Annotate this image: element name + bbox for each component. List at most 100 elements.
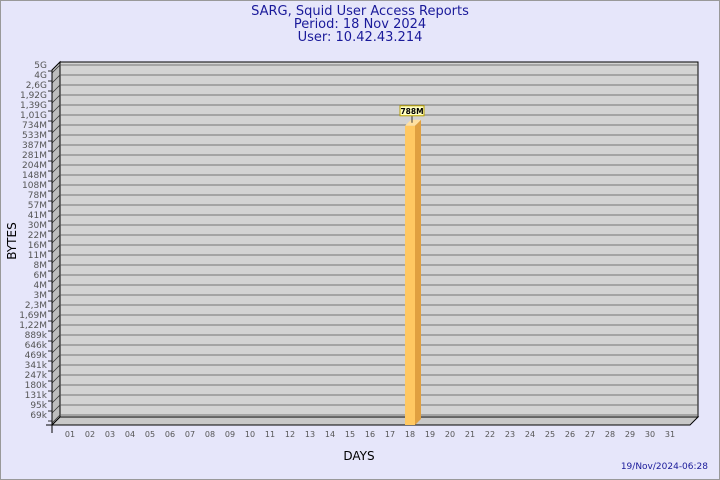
gridline-side — [51, 404, 61, 414]
x-tick-label: 05 — [145, 430, 155, 439]
y-tick-label: 4G — [34, 71, 47, 81]
x-tick-label: 28 — [605, 430, 615, 439]
gridline-side — [51, 254, 61, 264]
x-tick-label: 22 — [485, 430, 495, 439]
chart-period: Period: 18 Nov 2024 — [294, 17, 426, 32]
gridline-side — [51, 84, 61, 94]
x-tick-label: 29 — [625, 430, 635, 439]
gridline-side — [51, 174, 61, 184]
y-tick-label: 11M — [28, 251, 47, 261]
chart-title: SARG, Squid User Access Reports — [251, 4, 469, 19]
x-tick-label: 23 — [505, 430, 515, 439]
gridline-side — [51, 144, 61, 154]
y-tick-label: 533M — [22, 131, 47, 141]
x-tick-label: 19 — [425, 430, 435, 439]
gridline-side — [51, 234, 61, 244]
x-tick-label: 08 — [205, 430, 215, 439]
x-tick-label: 30 — [645, 430, 655, 439]
gridline-side — [51, 304, 61, 314]
gridline-side — [51, 294, 61, 304]
y-tick-label: 131k — [25, 391, 48, 401]
y-tick-label: 41M — [28, 211, 47, 221]
y-tick-label: 3M — [34, 291, 48, 301]
y-tick-label: 95k — [30, 401, 47, 411]
bar — [405, 125, 415, 426]
x-tick-label: 11 — [265, 430, 275, 439]
x-tick-label: 03 — [105, 430, 115, 439]
y-tick-label: 646k — [25, 341, 48, 351]
gridline-side — [51, 224, 61, 234]
gridline-side — [51, 74, 61, 84]
y-tick-label: 341k — [25, 361, 48, 371]
gridline-side — [51, 284, 61, 294]
gridline-side — [51, 374, 61, 384]
data-label: 788M — [400, 107, 423, 116]
gridline-side — [51, 354, 61, 364]
y-tick-label: 2,3M — [25, 301, 47, 311]
y-tick-label: 22M — [28, 231, 47, 241]
x-tick-label: 04 — [125, 430, 135, 439]
x-tick-label: 18 — [405, 430, 415, 439]
y-tick-label: 180k — [25, 381, 48, 391]
y-tick-label: 1,01G — [20, 111, 47, 121]
bar-top — [405, 119, 421, 126]
gridline-side — [51, 104, 61, 114]
y-tick-label: 69k — [30, 411, 47, 421]
y-tick-label: 889k — [25, 331, 48, 341]
y-tick-label: 1,22M — [19, 321, 47, 331]
x-tick-label: 15 — [345, 430, 355, 439]
gridline-side — [51, 264, 61, 274]
x-tick-label: 13 — [305, 430, 315, 439]
y-tick-label: 2,6G — [26, 81, 47, 91]
gridline-side — [51, 414, 61, 424]
y-tick-label: 387M — [22, 141, 47, 151]
y-tick-label: 148M — [22, 171, 47, 181]
x-tick-label: 07 — [185, 430, 195, 439]
floor — [50, 416, 700, 426]
gridline-side — [51, 154, 61, 164]
gridline-side — [51, 194, 61, 204]
x-tick-label: 14 — [325, 430, 335, 439]
x-tick-label: 01 — [65, 430, 75, 439]
x-tick-label: 16 — [365, 430, 375, 439]
bar-side — [415, 119, 421, 426]
y-tick-label: 6M — [34, 271, 48, 281]
x-tick-label: 02 — [85, 430, 95, 439]
y-tick-label: 4M — [34, 281, 48, 291]
x-tick-label: 31 — [665, 430, 675, 439]
gridline-side — [51, 64, 61, 74]
gridline-side — [51, 164, 61, 174]
gridline-side — [51, 184, 61, 194]
x-tick-label: 06 — [165, 430, 175, 439]
gridline-side — [51, 364, 61, 374]
data-label-box — [399, 105, 425, 117]
x-tick-label: 09 — [225, 430, 235, 439]
y-axis-label: BYTES — [5, 222, 19, 259]
y-tick-label: 469k — [25, 351, 48, 361]
y-tick-label: 734M — [22, 121, 47, 131]
gridline-side — [51, 314, 61, 324]
gridline-side — [51, 384, 61, 394]
chart-user: User: 10.42.43.214 — [298, 30, 423, 45]
x-tick-label: 12 — [285, 430, 295, 439]
x-tick-label: 26 — [565, 430, 575, 439]
x-tick-label: 20 — [445, 430, 455, 439]
y-tick-label: 108M — [22, 181, 47, 191]
x-tick-label: 10 — [245, 430, 255, 439]
y-tick-label: 16M — [28, 241, 47, 251]
x-axis-label: DAYS — [343, 449, 374, 463]
x-tick-label: 25 — [545, 430, 555, 439]
y-tick-label: 1,92G — [20, 91, 47, 101]
gridline-side — [51, 214, 61, 224]
gridline-side — [51, 114, 61, 124]
gridline-side — [51, 324, 61, 334]
y-tick-label: 204M — [22, 161, 47, 171]
y-tick-label: 30M — [28, 221, 47, 231]
y-tick-label: 1,39G — [20, 101, 47, 111]
plot-area: 5G4G2,6G1,92G1,39G1,01G734M533M387M281M2… — [19, 60, 700, 439]
gridline-side — [51, 244, 61, 254]
y-tick-label: 57M — [28, 201, 47, 211]
y-tick-label: 78M — [28, 191, 47, 201]
x-tick-label: 21 — [465, 430, 475, 439]
